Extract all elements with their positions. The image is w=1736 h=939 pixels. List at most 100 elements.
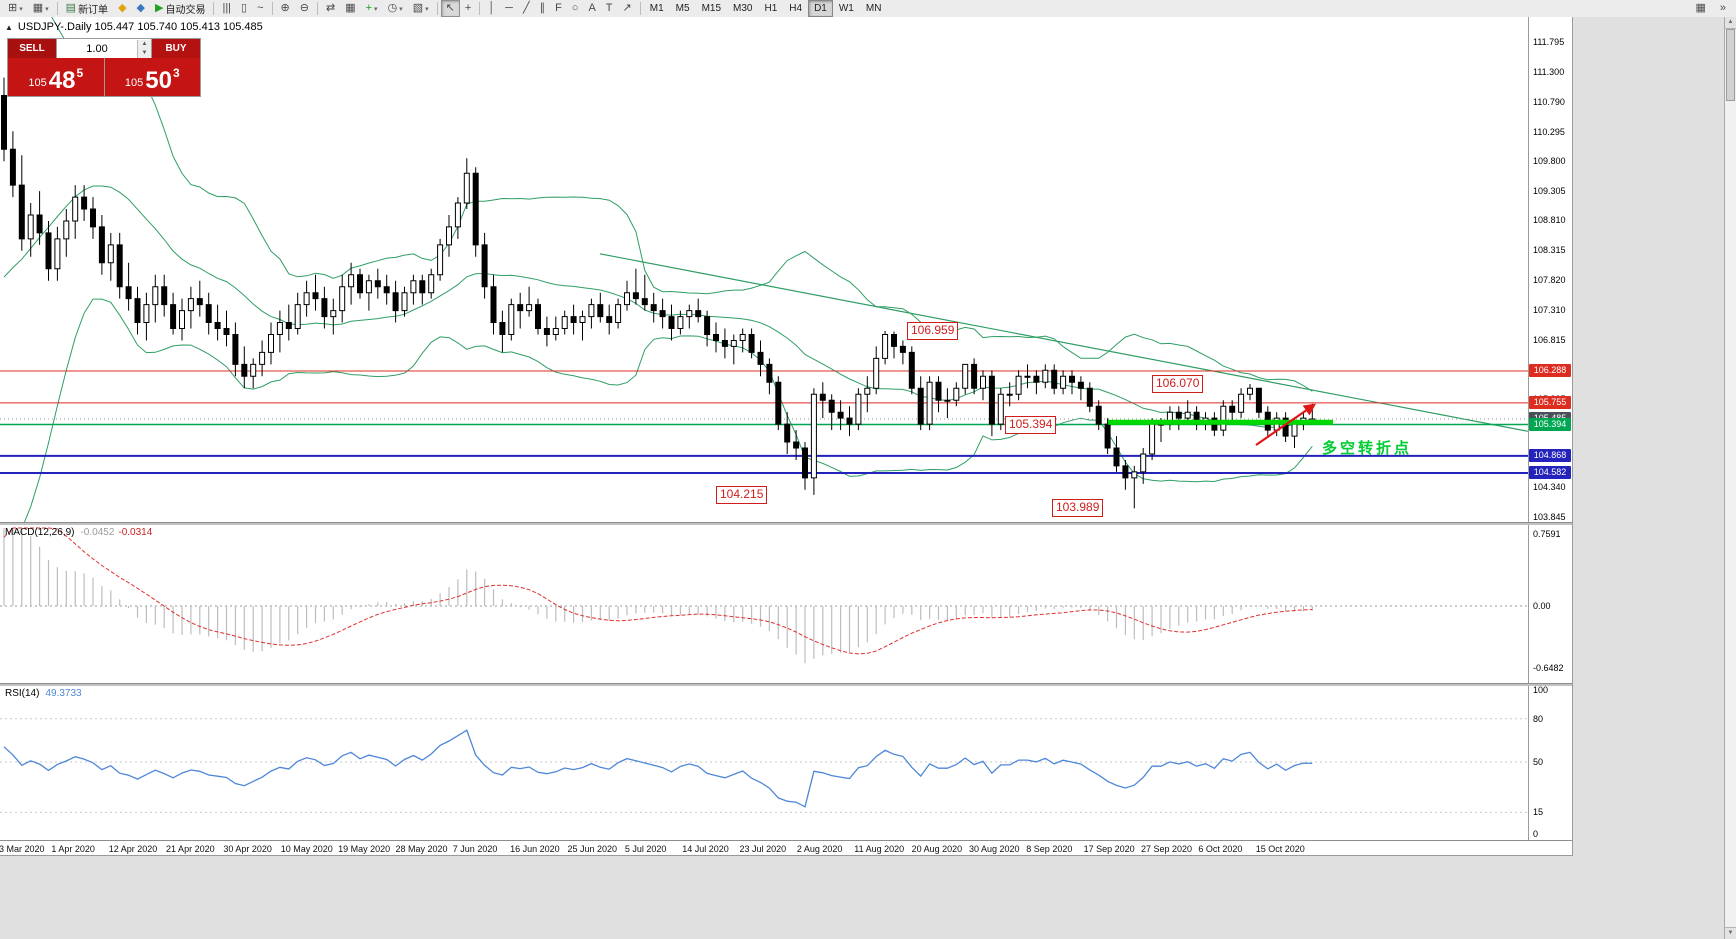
panel-divider[interactable] xyxy=(0,522,1572,525)
workspace-background-bottom xyxy=(0,855,1573,939)
terminal-button[interactable]: ◆ xyxy=(132,0,150,17)
price-axis-label: 108.810 xyxy=(1533,215,1566,226)
chevron-down-icon: ▾ xyxy=(374,5,378,13)
volume-value[interactable]: 1.00 xyxy=(86,42,108,55)
rsi-axis-label: 15 xyxy=(1533,807,1544,818)
cursor-button[interactable]: ↖ xyxy=(440,0,460,17)
chevron-down-icon: ▾ xyxy=(425,5,429,13)
candle-wicks-path xyxy=(3,77,1313,509)
date-label: 30 Apr 2020 xyxy=(223,844,272,854)
macd-signal-line xyxy=(3,527,1313,655)
autotrade-button[interactable]: ▶ 自动交易 xyxy=(150,0,210,17)
volume-down-icon[interactable]: ▼ xyxy=(138,48,151,58)
channel-button[interactable]: ∥ xyxy=(535,0,551,17)
toolbar-separator xyxy=(271,2,273,15)
timeframe-mn-button[interactable]: MN xyxy=(865,3,882,14)
price-axis-label: 108.315 xyxy=(1533,244,1566,255)
new-order-button[interactable]: ▤ 新订单 xyxy=(61,0,113,17)
buy-button[interactable]: BUY xyxy=(152,39,200,58)
horizontal-line-button[interactable]: ─ xyxy=(500,0,518,17)
chart-title: ▲ USDJPY-.Daily 105.447 105.740 105.413 … xyxy=(5,21,263,33)
scrollbar-thumb[interactable] xyxy=(1726,29,1735,101)
volume-spinner[interactable]: ▲ ▼ xyxy=(137,39,151,58)
macd-axis-separator xyxy=(1528,525,1529,683)
sell-button[interactable]: SELL xyxy=(8,39,56,58)
macd-histogram xyxy=(3,528,1313,664)
text-label-button[interactable]: T xyxy=(601,0,618,17)
timeframe-m15-button[interactable]: M15 xyxy=(701,3,722,14)
ask-price-button[interactable]: 105 50 3 xyxy=(104,58,200,96)
timeframe-d1-button[interactable]: D1 xyxy=(808,0,833,17)
bid-price-button[interactable]: 105 48 5 xyxy=(8,58,104,96)
volume-field[interactable]: 1.00 ▲ ▼ xyxy=(56,39,152,58)
trendline-button[interactable]: ╱ xyxy=(518,0,535,17)
price-line-badge: 104.582 xyxy=(1529,466,1571,479)
date-label: 6 Oct 2020 xyxy=(1198,844,1243,854)
horizontal-line-icon: ─ xyxy=(505,2,513,14)
vertical-scrollbar[interactable]: ▲ ▼ xyxy=(1724,17,1736,939)
ask-pip-digit: 3 xyxy=(172,66,180,80)
timeframe-h1-button[interactable]: H1 xyxy=(764,3,778,14)
chart-canvas[interactable] xyxy=(0,17,1528,522)
periods-button[interactable]: ◷ ▾ xyxy=(383,0,408,17)
collapse-icon[interactable]: ▲ xyxy=(5,22,13,32)
bollinger-lower-band xyxy=(23,298,1313,522)
candles-chart-button[interactable]: ▯ xyxy=(236,0,252,17)
rsi-axis-separator xyxy=(1528,686,1529,840)
date-label: 14 Jul 2020 xyxy=(682,844,729,854)
breakout-arrow[interactable] xyxy=(1255,403,1316,446)
timeframe-h4-button[interactable]: H4 xyxy=(789,3,803,14)
toolbar-separator xyxy=(639,2,641,15)
cursor-icon: ↖ xyxy=(445,2,455,14)
tile-windows-button[interactable]: ▦ xyxy=(340,0,360,17)
date-label: 30 Aug 2020 xyxy=(968,844,1020,854)
shapes-button[interactable]: ○ xyxy=(567,0,584,17)
toolbar-overflow-icon: » xyxy=(1719,2,1726,14)
new-chart-button[interactable]: ⊞ ▾ xyxy=(3,0,28,17)
indicators-button[interactable]: + ▾ xyxy=(361,0,383,17)
price-axis-label: 111.300 xyxy=(1533,66,1565,77)
macd-canvas[interactable] xyxy=(0,525,1528,683)
bars-chart-button[interactable]: ||| xyxy=(217,0,236,17)
zoom-in-button[interactable]: ⊕ xyxy=(276,0,295,17)
profiles-button[interactable]: ▦ ▾ xyxy=(28,0,54,17)
chart-window: 111.795 111.300 110.790 110.295 109.800 109.3… xyxy=(0,17,1573,858)
autoscroll-button[interactable]: ⇄ xyxy=(321,0,340,17)
channel-icon: ∥ xyxy=(539,2,546,14)
panel-divider[interactable] xyxy=(0,683,1572,686)
crosshair-button[interactable]: + xyxy=(460,0,476,17)
date-label: 23 Jul 2020 xyxy=(739,844,787,854)
templates-button[interactable]: ▧ ▾ xyxy=(408,0,434,17)
timeframe-m30-button[interactable]: M30 xyxy=(733,3,753,14)
toolbar-dock-icon[interactable]: ▦ xyxy=(1690,0,1710,17)
date-label: 27 Sep 2020 xyxy=(1141,844,1193,854)
scroll-down-icon[interactable]: ▼ xyxy=(1725,927,1736,939)
terminal-icon: ◆ xyxy=(136,2,145,14)
scroll-up-icon[interactable]: ▲ xyxy=(1725,17,1736,29)
date-label: 28 May 2020 xyxy=(395,844,448,854)
price-axis-label: 110.295 xyxy=(1533,126,1565,137)
price-axis-label: 104.340 xyxy=(1533,482,1566,493)
date-label: 21 Apr 2020 xyxy=(166,844,215,854)
time-axis[interactable]: 23 Mar 2020 1 Apr 2020 12 Apr 2020 21 Apr 2… xyxy=(0,840,1572,858)
bollinger-middle-band xyxy=(3,185,1313,428)
rsi-line xyxy=(3,729,1313,808)
zoom-out-button[interactable]: ⊖ xyxy=(295,0,314,17)
fibonacci-button[interactable]: F xyxy=(550,0,567,17)
volume-up-icon[interactable]: ▲ xyxy=(138,39,151,49)
mql5-icon: ◆ xyxy=(118,2,127,14)
timeframe-m1-button[interactable]: M1 xyxy=(649,3,664,14)
arrows-button[interactable]: ↗ xyxy=(618,0,637,17)
toolbar-overflow-icon[interactable]: » xyxy=(1715,0,1731,17)
mql5-button[interactable]: ◆ xyxy=(113,0,131,17)
text-button[interactable]: A xyxy=(583,0,600,17)
line-chart-button[interactable]: ~ xyxy=(252,0,268,17)
toolbar-separator xyxy=(213,2,215,15)
candles-chart-icon: ▯ xyxy=(241,2,248,14)
vertical-line-button[interactable]: │ xyxy=(483,0,500,17)
descending-trendline[interactable] xyxy=(599,253,1528,432)
timeframe-m5-button[interactable]: M5 xyxy=(675,3,690,14)
timeframe-w1-button[interactable]: W1 xyxy=(838,3,854,14)
rsi-canvas[interactable] xyxy=(0,686,1528,840)
bollinger-upper-band xyxy=(51,17,1313,392)
